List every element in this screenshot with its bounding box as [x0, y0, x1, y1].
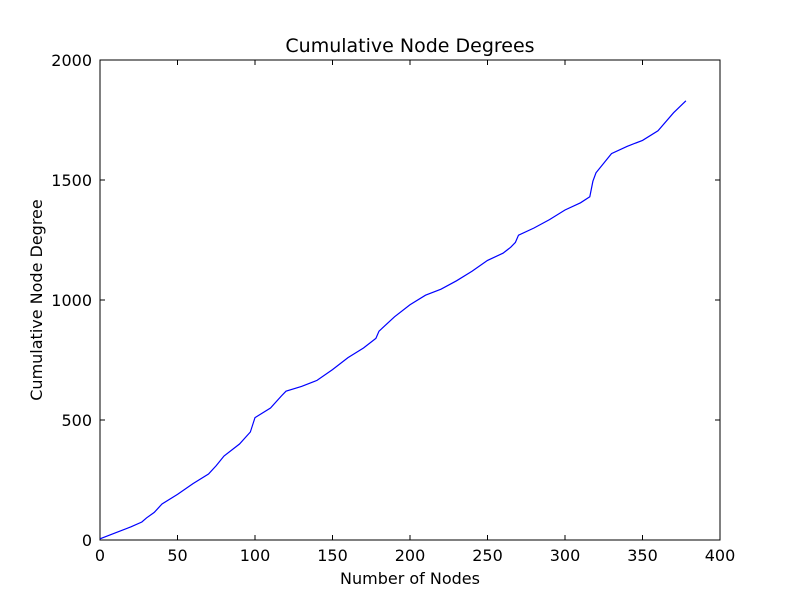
y-tick-label: 500 [61, 411, 92, 430]
x-tick-label: 0 [95, 546, 105, 565]
x-tick-label: 250 [472, 546, 503, 565]
plot-area [99, 59, 721, 541]
x-axis-title: Number of Nodes [340, 569, 480, 588]
y-axis-tick-labels: 0 500 1000 1500 2000 [51, 51, 92, 550]
y-axis-title: Cumulative Node Degree [27, 199, 46, 400]
y-tick-label: 1500 [51, 171, 92, 190]
ticks-layer [99, 59, 721, 541]
series-line [99, 100, 687, 540]
y-tick-label: 1000 [51, 291, 92, 310]
y-tick-label: 2000 [51, 51, 92, 70]
x-tick-label: 200 [395, 546, 426, 565]
y-tick-label: 0 [82, 531, 92, 550]
x-tick-label: 400 [705, 546, 736, 565]
x-tick-label: 300 [550, 546, 581, 565]
x-axis-tick-labels: 0 50 100 150 200 250 300 350 400 [95, 546, 735, 565]
x-tick-label: 50 [167, 546, 187, 565]
x-tick-label: 350 [627, 546, 658, 565]
chart-title: Cumulative Node Degrees [285, 35, 534, 57]
x-tick-label: 100 [240, 546, 271, 565]
plot-frame [99, 59, 721, 541]
x-tick-label: 150 [317, 546, 348, 565]
